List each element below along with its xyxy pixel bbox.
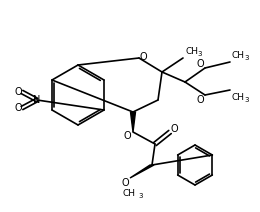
Polygon shape [130, 165, 154, 178]
Text: O: O [123, 131, 131, 141]
Text: O: O [196, 59, 204, 69]
Text: 3: 3 [244, 55, 249, 61]
Text: O: O [14, 87, 22, 97]
Text: 3: 3 [244, 97, 249, 103]
Text: O: O [14, 103, 22, 113]
Text: O: O [196, 95, 204, 105]
Text: 3: 3 [139, 193, 143, 199]
Text: CH: CH [232, 92, 245, 102]
Polygon shape [131, 112, 135, 132]
Text: CH: CH [185, 46, 198, 56]
Text: N: N [33, 95, 41, 105]
Text: CH: CH [122, 188, 135, 198]
Text: O: O [170, 124, 178, 134]
Text: O: O [139, 52, 147, 62]
Text: O: O [121, 178, 129, 188]
Text: CH: CH [232, 50, 245, 60]
Text: 3: 3 [197, 51, 202, 57]
